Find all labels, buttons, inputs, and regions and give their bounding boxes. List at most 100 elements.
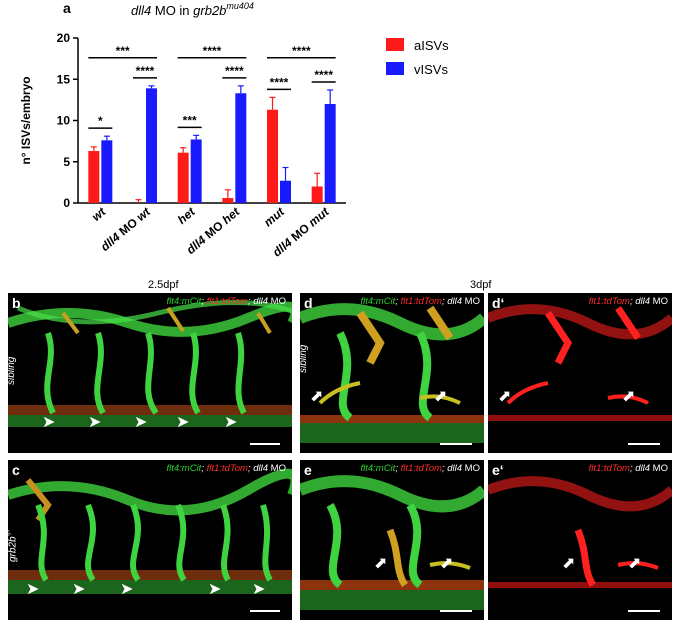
y-tick-label: 20	[57, 31, 71, 45]
caption-b-red: flt1:tdTom	[206, 296, 248, 307]
caption-c-red: flt1:tdTom	[206, 463, 248, 474]
caption-d-prime-mo: MO	[650, 296, 668, 307]
panel-letter-c: c	[12, 462, 20, 478]
bar-aISVs	[311, 186, 323, 203]
side-label-grb2b-sup: -/-	[8, 529, 13, 537]
isv-bar-chart: a dll4 MO in grb2bmu404 0 5 10 15 20 n° ISVs/em…	[19, 0, 449, 259]
arrowhead-icon: ➤	[120, 581, 134, 598]
y-tick-label: 0	[63, 196, 70, 210]
caption-e-green: flt4:mCit	[360, 463, 396, 474]
group-significance-stars: ****	[203, 44, 222, 58]
bar-vISVs	[146, 88, 157, 203]
caption-d-green: flt4:mCit	[360, 296, 396, 307]
bar-vISVs	[235, 93, 247, 203]
scale-bar	[250, 443, 280, 445]
significance-stars: ****	[136, 64, 155, 78]
x-tick-label: dll4 MO wt	[98, 204, 154, 254]
panel-letter-a: a	[63, 0, 71, 16]
y-tick-label: 5	[63, 155, 70, 169]
arrowhead-icon: ➤	[134, 414, 148, 431]
bar-aISVs	[88, 151, 100, 203]
y-tick-label: 10	[57, 114, 71, 128]
arrowhead-icon: ➤	[88, 414, 102, 431]
micrograph-panel-c: c flt4:mCit; flt1:tdTom; dll4 MO grb2b-/…	[8, 460, 292, 620]
arrowhead-icon: ➤	[72, 581, 86, 598]
panel-letter-d-prime: d‘	[492, 295, 505, 311]
significance-stars: ****	[225, 64, 244, 78]
micrograph-panel-b: b flt4:mCit; flt1:tdTom; dll4 MO sibling…	[8, 293, 292, 453]
scale-bar	[628, 610, 660, 612]
arrow-icon: ⬈	[374, 555, 388, 572]
caption-e: flt4:mCit; flt1:tdTom; dll4 MO	[360, 463, 480, 474]
panel-letter-e: e	[304, 462, 312, 478]
side-label-sibling-d: sibling	[300, 344, 309, 373]
side-label-sibling-b: sibling	[8, 356, 17, 385]
caption-b: flt4:mCit; flt1:tdTom; dll4 MO	[166, 296, 286, 307]
legend-swatch-aISVs	[386, 38, 404, 51]
micrograph-panel-d-prime: d‘ flt1:tdTom; dll4 MO ⬈ ⬈	[488, 293, 672, 453]
caption-d-gene: dll4	[447, 296, 463, 307]
side-label-grb2b: grb2b-/-	[8, 530, 18, 562]
caption-d-prime: flt1:tdTom; dll4 MO	[588, 296, 668, 307]
group-significance-stars: ***	[116, 44, 130, 58]
significance-stars: ****	[314, 68, 333, 82]
y-tick-label: 15	[57, 72, 71, 86]
caption-e-mo: MO	[462, 463, 480, 474]
arrow-icon: ⬈	[562, 555, 576, 572]
caption-c: flt4:mCit; flt1:tdTom; dll4 MO	[166, 463, 286, 474]
significance-stars: *	[98, 114, 103, 128]
x-tick-label: wt	[89, 204, 109, 224]
caption-e-prime: flt1:tdTom; dll4 MO	[588, 463, 668, 474]
side-label-grb2b-text: grb2b	[8, 536, 19, 562]
timepoint-label-2-5dpf: 2.5dpf	[148, 279, 179, 291]
arrowhead-icon: ➤	[208, 581, 222, 598]
bar-vISVs	[190, 139, 202, 203]
bar-aISVs	[267, 109, 278, 203]
vessel-image-c	[8, 468, 292, 594]
arrowhead-icon: ➤	[42, 414, 56, 431]
caption-d-mo: MO	[462, 296, 480, 307]
timepoint-label-3dpf: 3dpf	[470, 279, 492, 291]
x-tick-label: het	[175, 204, 199, 227]
chart-title: dll4 MO in grb2bmu404	[131, 1, 254, 18]
panel-letter-e-prime: e‘	[492, 462, 504, 478]
arrowhead-icon: ➤	[26, 581, 40, 598]
significance-stars: ****	[270, 75, 289, 89]
arrow-icon: ⬈	[434, 388, 448, 405]
arrowhead-icon: ➤	[176, 414, 190, 431]
arrow-icon: ⬈	[498, 388, 512, 405]
arrowhead-icon: ➤	[252, 581, 266, 598]
vessel-image-d-prime	[488, 304, 672, 421]
micrograph-panel-d: d flt4:mCit; flt1:tdTom; dll4 MO sibling…	[300, 293, 484, 453]
arrow-icon: ⬈	[622, 388, 636, 405]
significance-stars: ***	[183, 113, 197, 127]
bar-aISVs	[222, 198, 234, 203]
legend-label-vISVs: vISVs	[414, 62, 448, 77]
vessel-image-e-prime	[488, 476, 672, 588]
bar-aISVs	[177, 152, 189, 203]
caption-d-red: flt1:tdTom	[400, 296, 442, 307]
micrograph-panel-e-prime: e‘ flt1:tdTom; dll4 MO ⬈ ⬈	[488, 460, 672, 620]
caption-e-prime-red: flt1:tdTom	[588, 463, 630, 474]
caption-d: flt4:mCit; flt1:tdTom; dll4 MO	[360, 296, 480, 307]
vessel-image-d	[300, 303, 484, 443]
y-axis-label: n° ISVs/embryo	[19, 76, 33, 164]
caption-b-gene: dll4	[253, 296, 269, 307]
legend-swatch-vISVs	[386, 62, 404, 75]
vessel-image-b	[8, 300, 292, 427]
panel-letter-b: b	[12, 295, 21, 311]
caption-d-prime-gene: dll4	[635, 296, 651, 307]
bar-vISVs	[324, 104, 336, 203]
legend-label-aISVs: aISVs	[414, 38, 449, 53]
caption-b-mo: MO	[268, 296, 286, 307]
caption-e-red: flt1:tdTom	[400, 463, 442, 474]
vessel-image-e	[300, 475, 484, 610]
x-tick-label: mut	[261, 204, 288, 230]
scale-bar	[628, 443, 660, 445]
caption-d-prime-red: flt1:tdTom	[588, 296, 630, 307]
scale-bar	[440, 610, 472, 612]
caption-e-gene: dll4	[447, 463, 463, 474]
arrowhead-icon: ➤	[224, 414, 238, 431]
micrograph-panel-e: e flt4:mCit; flt1:tdTom; dll4 MO ⬈ ⬈	[300, 460, 484, 620]
bar-vISVs	[280, 180, 291, 203]
